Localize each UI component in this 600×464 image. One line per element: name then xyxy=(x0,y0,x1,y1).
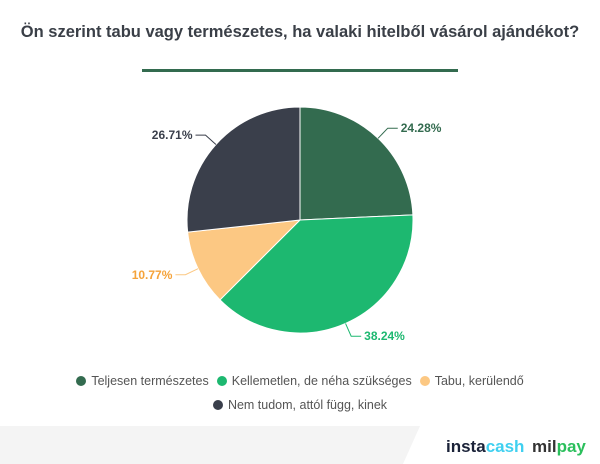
pie-chart: 24.28% 38.24% 10.77% 26.71% xyxy=(132,106,442,343)
legend-item[interactable]: Kellemetlen, de néha szükséges xyxy=(216,374,412,388)
leader-line xyxy=(175,268,199,276)
leader-line xyxy=(377,127,398,139)
slice-tabu xyxy=(187,219,302,301)
data-label: 26.71% xyxy=(152,128,193,142)
leader-line xyxy=(345,323,362,337)
legend-label: Kellemetlen, de néha szükséges xyxy=(231,374,412,388)
leader-line xyxy=(195,134,217,145)
legend-row-2: Nem tudom, attól függ, kinek xyxy=(0,398,600,413)
legend-swatch xyxy=(216,376,227,386)
legend-label: Tabu, kerülendő xyxy=(434,374,524,388)
legend-label: Nem tudom, attól függ, kinek xyxy=(227,398,388,412)
slice-teljesen xyxy=(299,106,414,221)
instacash-logo: instacash xyxy=(446,437,525,456)
legend-swatch xyxy=(419,376,430,386)
legend-row-1: Teljesen természetes Kellemetlen, de néha… xyxy=(0,374,600,389)
legend-item[interactable]: Tabu, kerülendő xyxy=(419,374,524,388)
data-label: 38.24% xyxy=(364,329,405,343)
chart-title: Ön szerint tabu vagy természetes, ha val… xyxy=(20,23,580,41)
slice-nem-tudom xyxy=(186,106,301,233)
legend-item[interactable]: Nem tudom, attól függ, kinek xyxy=(212,398,388,412)
footer-band xyxy=(0,426,420,464)
milpay-logo: milpay xyxy=(532,437,586,456)
legend-label: Teljesen természetes xyxy=(91,374,209,388)
title-underline xyxy=(142,69,458,72)
legend-item[interactable]: Teljesen természetes xyxy=(76,374,209,388)
legend-swatch xyxy=(76,376,87,386)
legend-swatch xyxy=(212,400,223,410)
data-label: 10.77% xyxy=(132,268,173,282)
data-label: 24.28% xyxy=(401,121,442,135)
slice-kellemetlen xyxy=(219,214,414,334)
